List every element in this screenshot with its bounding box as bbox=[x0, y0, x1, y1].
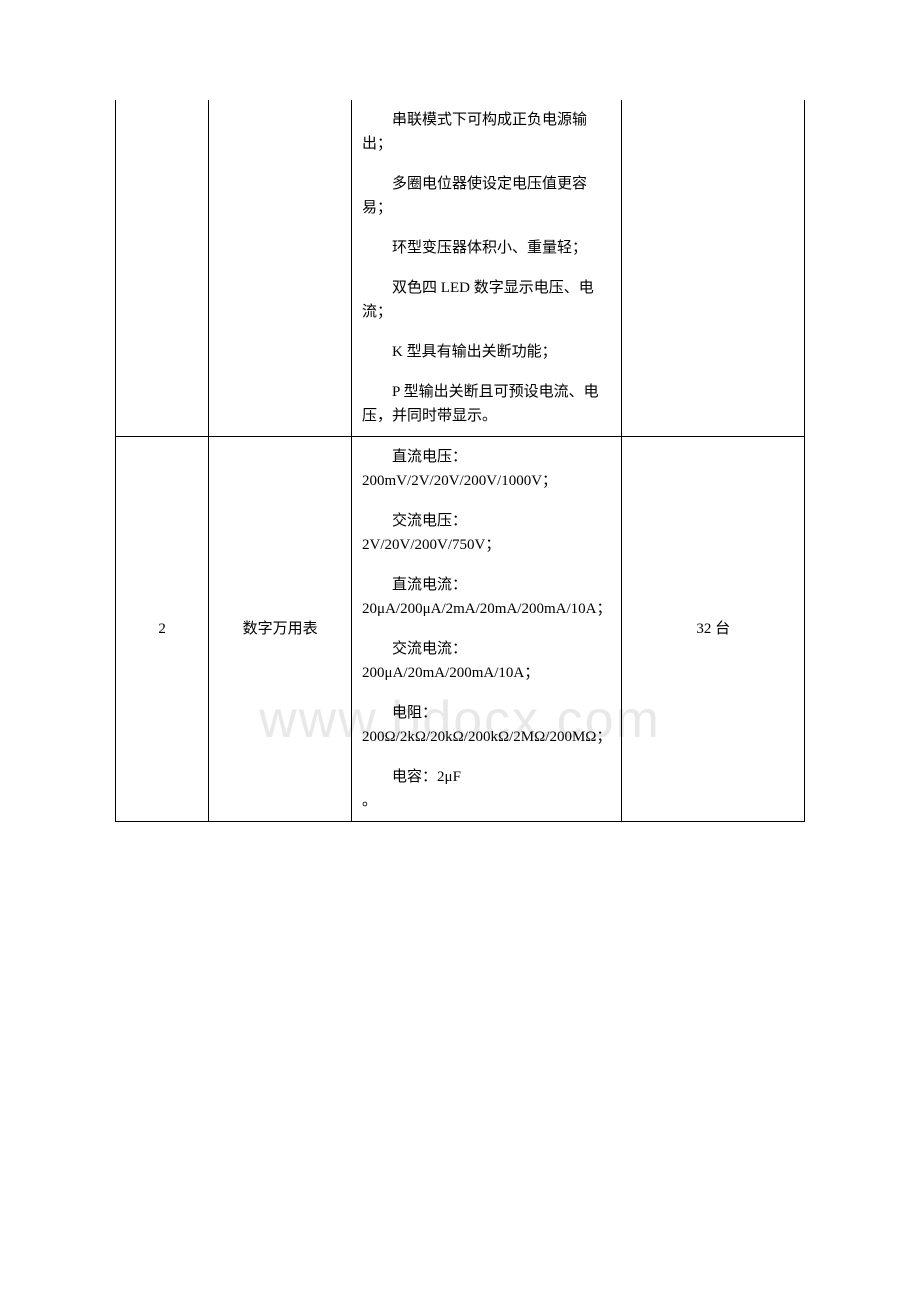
spec-para: P 型输出关断且可预设电流、电压，并同时带显示。 bbox=[362, 380, 611, 428]
spec-lead: 直流电流： bbox=[362, 573, 611, 597]
spec-para: 串联模式下可构成正负电源输出； bbox=[362, 108, 611, 156]
spec-lead: 交流电压： bbox=[362, 509, 611, 533]
spec-para: 交流电流： 200μA/20mA/200mA/10A； bbox=[362, 637, 611, 685]
table-row: 串联模式下可构成正负电源输出； 多圈电位器使设定电压值更容易； 环型变压器体积小… bbox=[116, 100, 805, 437]
spec-para: 直流电压： 200mV/2V/20V/200V/1000V； bbox=[362, 445, 611, 493]
spec-rest: 200μA/20mA/200mA/10A； bbox=[362, 665, 539, 681]
spec-lead: 电阻： bbox=[362, 701, 611, 725]
cell-spec: 串联模式下可构成正负电源输出； 多圈电位器使设定电压值更容易； 环型变压器体积小… bbox=[352, 100, 622, 437]
spec-lead: 电容：2μF bbox=[362, 765, 611, 789]
cell-name: 数字万用表 bbox=[209, 437, 352, 822]
cell-index: 2 bbox=[116, 437, 209, 822]
spec-para: 双色四 LED 数字显示电压、电流； bbox=[362, 276, 611, 324]
cell-index bbox=[116, 100, 209, 437]
spec-rest: 200mV/2V/20V/200V/1000V； bbox=[362, 473, 557, 489]
spec-para: 环型变压器体积小、重量轻； bbox=[362, 236, 611, 260]
spec-table: 串联模式下可构成正负电源输出； 多圈电位器使设定电压值更容易； 环型变压器体积小… bbox=[115, 100, 805, 822]
spec-rest: 20μA/200μA/2mA/20mA/200mA/10A； bbox=[362, 601, 611, 617]
spec-rest: 200Ω/2kΩ/20kΩ/200kΩ/2MΩ/200MΩ； bbox=[362, 729, 611, 745]
cell-qty: 32 台 bbox=[622, 437, 805, 822]
spec-para: 直流电流： 20μA/200μA/2mA/20mA/200mA/10A； bbox=[362, 573, 611, 621]
cell-name bbox=[209, 100, 352, 437]
spec-lead: 直流电压： bbox=[362, 445, 611, 469]
cell-qty bbox=[622, 100, 805, 437]
spec-para: 电阻： 200Ω/2kΩ/20kΩ/200kΩ/2MΩ/200MΩ； bbox=[362, 701, 611, 749]
spec-para: 多圈电位器使设定电压值更容易； bbox=[362, 172, 611, 220]
spec-para: 交流电压： 2V/20V/200V/750V； bbox=[362, 509, 611, 557]
spec-rest: 2V/20V/200V/750V； bbox=[362, 537, 500, 553]
spec-para: 电容：2μF 。 bbox=[362, 765, 611, 813]
spec-lead: 交流电流： bbox=[362, 637, 611, 661]
cell-spec: 直流电压： 200mV/2V/20V/200V/1000V； 交流电压： 2V/20… bbox=[352, 437, 622, 822]
table-row: 2 数字万用表 直流电压： 200mV/2V/20V/200V/1000V； 交流… bbox=[116, 437, 805, 822]
spec-rest: 。 bbox=[362, 793, 377, 809]
spec-para: K 型具有输出关断功能； bbox=[362, 340, 611, 364]
